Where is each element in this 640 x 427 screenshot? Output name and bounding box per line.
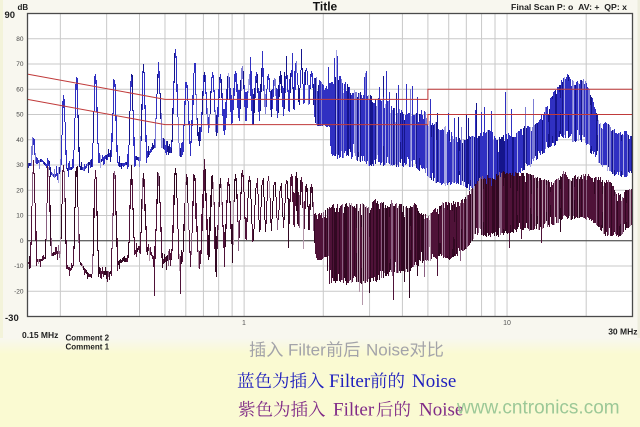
svg-text:0: 0 [20, 238, 24, 245]
svg-text:Filter: Filter [333, 400, 375, 421]
svg-text:70: 70 [16, 61, 24, 68]
svg-text:40: 40 [16, 137, 24, 144]
svg-text:dB: dB [18, 3, 29, 12]
svg-text:30: 30 [16, 162, 24, 169]
svg-text:80: 80 [16, 36, 24, 43]
svg-text:Comment 2: Comment 2 [66, 334, 110, 343]
svg-text:Filter: Filter [329, 371, 371, 392]
svg-text:Filter: Filter [288, 341, 326, 360]
svg-text:10: 10 [503, 320, 511, 327]
svg-text:60: 60 [16, 87, 24, 94]
svg-text:Title: Title [313, 0, 338, 13]
svg-text:0.15 MHz: 0.15 MHz [22, 330, 58, 340]
svg-text:1: 1 [242, 320, 246, 327]
svg-text:90: 90 [5, 10, 16, 21]
svg-text:20: 20 [16, 187, 24, 194]
svg-text:Noise: Noise [412, 371, 456, 392]
svg-text:10: 10 [16, 213, 24, 220]
svg-text:30 MHz: 30 MHz [608, 327, 637, 337]
svg-text:Final Scan P: o AV: + QP: x: Final Scan P: o AV: + QP: x [511, 2, 627, 12]
svg-text:Comment 1: Comment 1 [66, 343, 110, 352]
svg-text:-10: -10 [14, 263, 24, 270]
svg-text:-30: -30 [5, 313, 19, 324]
svg-text:-20: -20 [14, 288, 24, 295]
svg-text:Noise: Noise [366, 341, 409, 360]
svg-text:www.cntronics.com: www.cntronics.com [456, 398, 620, 419]
svg-text:50: 50 [16, 112, 24, 119]
